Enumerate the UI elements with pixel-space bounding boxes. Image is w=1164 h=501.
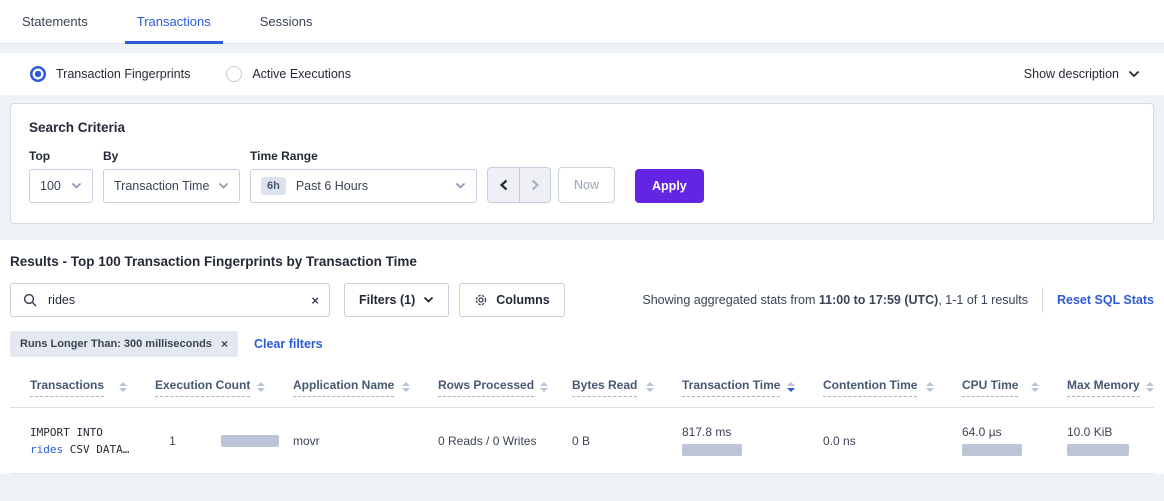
chevron-down-icon: [424, 296, 434, 303]
time-range-badge: 6h: [261, 177, 286, 195]
cell-rows-processed: 0 Reads / 0 Writes: [438, 433, 537, 448]
by-select[interactable]: Transaction Time: [103, 169, 240, 203]
reset-sql-stats-link[interactable]: Reset SQL Stats: [1056, 293, 1154, 307]
gear-icon: [476, 294, 487, 306]
view-toggle-band: Transaction Fingerprints Active Executio…: [0, 53, 1164, 95]
radio-transaction-fingerprints[interactable]: Transaction Fingerprints: [30, 66, 190, 82]
top-field: Top 100: [29, 149, 93, 203]
sort-icon[interactable]: [926, 382, 934, 392]
header-bytes-read[interactable]: Bytes Read: [572, 367, 682, 407]
stats-time-range: 11:00 to 17:59 (UTC): [818, 293, 939, 307]
header-max-memory[interactable]: Max Memory: [1067, 367, 1164, 407]
tab-statements[interactable]: Statements: [22, 14, 88, 29]
sort-icon[interactable]: [402, 382, 410, 392]
header-execution-count[interactable]: Execution Count: [155, 367, 293, 407]
time-step-group: [487, 167, 551, 203]
radio-label: Active Executions: [252, 67, 351, 81]
by-field: By Transaction Time: [103, 149, 240, 203]
chevron-down-icon: [71, 182, 82, 189]
search-input[interactable]: [46, 292, 303, 308]
chevron-right-icon: [531, 179, 540, 191]
cell-max-memory: 10.0 KiB: [1067, 408, 1154, 473]
results-section: Results - Top 100 Transaction Fingerprin…: [0, 240, 1164, 474]
chevron-down-icon: [218, 182, 229, 189]
cell-cpu-time: 64.0 µs: [962, 408, 1067, 473]
radio-active-executions[interactable]: Active Executions: [226, 66, 351, 82]
results-title: Results - Top 100 Transaction Fingerprin…: [10, 254, 417, 269]
cell-contention-time: 0.0 ns: [823, 433, 856, 448]
radio-label: Transaction Fingerprints: [56, 67, 191, 81]
filters-button-label: Filters (1): [359, 293, 416, 307]
filter-chip-label: Runs Longer Than: 300 milliseconds: [20, 338, 212, 350]
aggregated-stats-text: Showing aggregated stats from 11:00 to 1…: [642, 293, 1028, 307]
chevron-left-icon: [499, 179, 507, 191]
sort-icon[interactable]: [1031, 382, 1039, 392]
previous-time-button[interactable]: [488, 168, 519, 202]
by-label: By: [103, 149, 119, 163]
tab-sessions[interactable]: Sessions: [259, 14, 313, 29]
search-criteria-title: Search Criteria: [29, 120, 126, 135]
header-rows-processed[interactable]: Rows Processed: [438, 367, 572, 407]
cell-transaction-time: 817.8 ms: [682, 408, 823, 473]
by-select-value: Transaction Time: [114, 179, 210, 193]
results-controls-row: × Filters (1) Columns Showing aggregated…: [10, 283, 1154, 317]
transactions-table: Transactions Execution Count Application…: [10, 367, 1154, 474]
now-button[interactable]: Now: [558, 167, 616, 203]
columns-button-label: Columns: [496, 293, 550, 307]
applied-filters-row: Runs Longer Than: 300 milliseconds × Cle…: [10, 331, 1154, 357]
show-description-label: Show description: [1023, 67, 1119, 81]
search-box: ×: [10, 283, 330, 317]
vertical-divider: [1041, 287, 1043, 313]
remove-filter-icon[interactable]: ×: [220, 337, 228, 351]
tab-bar: Statements Transactions Sessions: [0, 0, 1164, 44]
sort-icon[interactable]: [119, 382, 127, 392]
search-icon: [23, 293, 37, 307]
header-contention-time[interactable]: Contention Time: [823, 367, 962, 407]
time-range-select[interactable]: 6h Past 6 Hours: [250, 169, 477, 203]
header-application-name[interactable]: Application Name: [293, 367, 438, 407]
tab-transactions[interactable]: Transactions: [124, 0, 223, 44]
table-header-row: Transactions Execution Count Application…: [10, 367, 1154, 408]
header-cpu-time[interactable]: CPU Time: [962, 367, 1067, 407]
chevron-down-icon: [1128, 70, 1140, 78]
apply-button[interactable]: Apply: [635, 169, 704, 203]
columns-button[interactable]: Columns: [459, 283, 565, 317]
header-transactions[interactable]: Transactions: [30, 367, 155, 407]
cpu-time-bar: [962, 444, 1022, 456]
search-match-highlight: rides: [30, 442, 64, 456]
transaction-time-bar: [682, 444, 742, 456]
sort-icon[interactable]: [540, 382, 549, 392]
clear-search-icon[interactable]: ×: [311, 292, 319, 308]
sort-icon-active[interactable]: [787, 382, 795, 392]
show-description-toggle[interactable]: Show description: [1024, 67, 1140, 81]
table-row[interactable]: IMPORT INTO rides CSV DATA… 1 movr 0 Rea…: [10, 408, 1154, 474]
filter-chip: Runs Longer Than: 300 milliseconds ×: [10, 331, 238, 357]
cell-transaction-fingerprint[interactable]: IMPORT INTO rides CSV DATA…: [30, 425, 130, 456]
cell-application-name: movr: [293, 433, 320, 448]
search-criteria-card: Search Criteria Top 100 By Transaction T…: [10, 103, 1154, 224]
top-select[interactable]: 100: [29, 169, 93, 203]
radio-unselected-icon: [226, 66, 243, 82]
time-range-label: Time Range: [250, 149, 318, 163]
time-range-field: Time Range 6h Past 6 Hours: [250, 149, 477, 203]
search-criteria-controls: Top 100 By Transaction Time Time Range 6…: [29, 149, 1135, 203]
clear-filters-link[interactable]: Clear filters: [253, 337, 323, 351]
sort-icon[interactable]: [257, 382, 265, 392]
cell-execution-count: 1: [155, 408, 293, 473]
sort-icon[interactable]: [1145, 382, 1154, 392]
cell-bytes-read: 0 B: [572, 433, 591, 448]
chevron-down-icon: [455, 182, 466, 189]
time-range-value: Past 6 Hours: [295, 179, 369, 193]
radio-selected-icon: [30, 66, 46, 82]
header-transaction-time[interactable]: Transaction Time: [682, 367, 823, 407]
top-label: Top: [29, 149, 51, 163]
execution-count-bar: [220, 434, 279, 447]
max-memory-bar: [1067, 444, 1129, 456]
sort-icon[interactable]: [646, 382, 654, 392]
filters-button[interactable]: Filters (1): [344, 283, 450, 317]
top-select-value: 100: [40, 179, 61, 193]
next-time-button[interactable]: [519, 168, 550, 202]
